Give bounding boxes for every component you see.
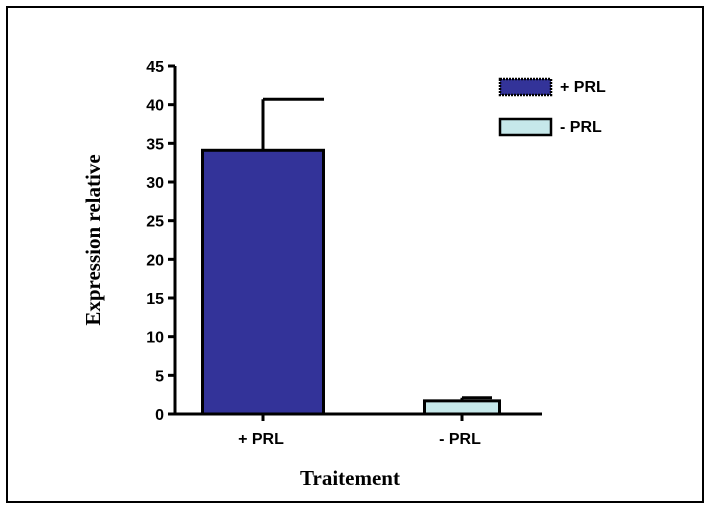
legend: + PRL - PRL (498, 77, 606, 137)
legend-swatch (498, 77, 553, 97)
y-tick-label: 25 (146, 214, 164, 231)
y-axis-title: Expression relative (81, 154, 105, 325)
figure-frame (6, 6, 704, 503)
y-tick-label: 35 (146, 136, 164, 153)
y-tick-label: 30 (146, 175, 164, 192)
bar-plus-prl (201, 148, 325, 416)
bar-group (201, 97, 501, 416)
x-tick-label: + PRL (238, 431, 284, 448)
legend-label: + PRL (560, 79, 606, 96)
y-tick-label: 5 (155, 368, 164, 385)
y-tick-label: 45 (146, 59, 164, 76)
legend-swatch (498, 117, 553, 137)
x-axis-title: Traitement (300, 466, 400, 490)
y-tick-label: 15 (146, 291, 164, 308)
x-tick-label: - PRL (439, 431, 481, 448)
y-tick-label: 40 (146, 98, 164, 115)
bar-minus-prl (423, 399, 501, 416)
legend-label: - PRL (560, 119, 602, 136)
y-tick-label: 20 (146, 252, 164, 269)
y-tick-group: 0 5 10 15 20 25 30 35 40 45 (146, 59, 175, 424)
y-tick-label: 0 (155, 407, 164, 424)
x-tick-label-group: + PRL - PRL (238, 414, 481, 448)
y-tick-label: 10 (146, 330, 164, 347)
